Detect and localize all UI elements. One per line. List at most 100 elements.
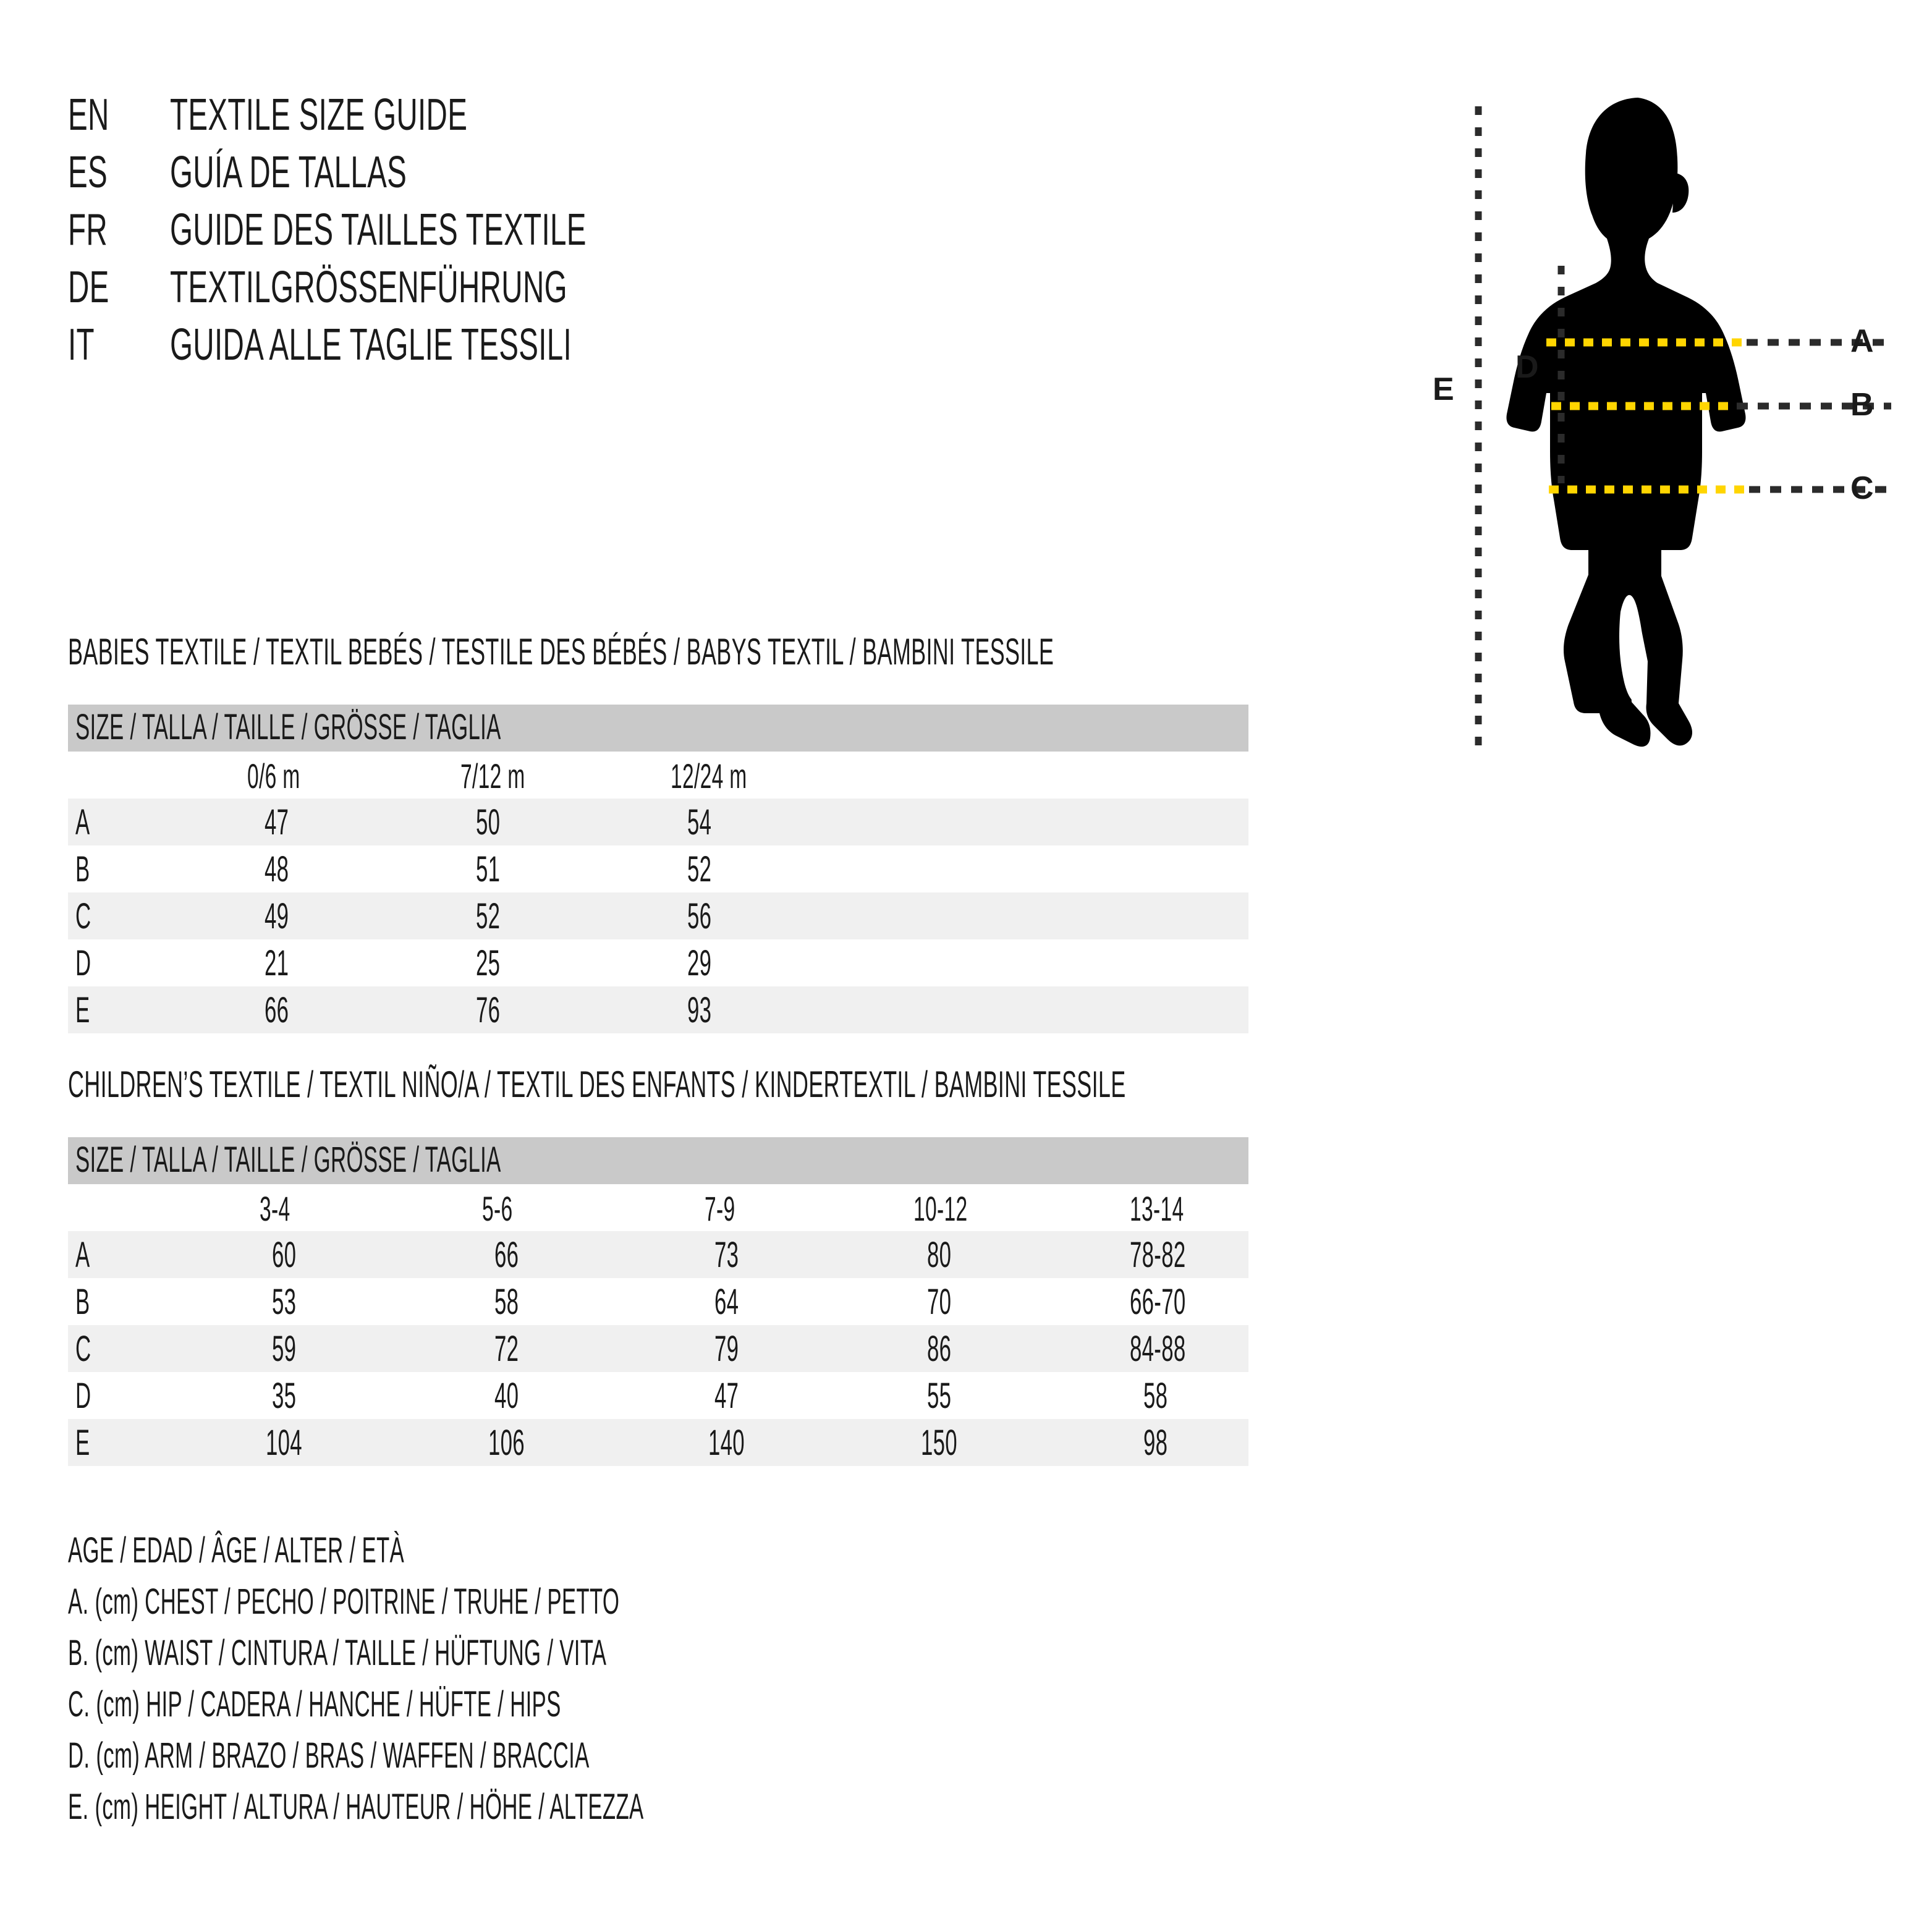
babies-table-header-label: SIZE / TALLA / TAILLE / GRÖSSE / TAGLIA — [75, 707, 501, 747]
table-row: B 48 51 52 — [68, 845, 1248, 892]
table-row: A 47 50 54 — [68, 799, 1248, 845]
row-value: 52 — [476, 896, 501, 936]
row-key: E — [75, 1423, 90, 1463]
language-title: TEXTILE SIZE GUIDE — [170, 90, 468, 140]
table-row: E 66 76 93 — [68, 986, 1248, 1033]
row-value: 70 — [927, 1282, 952, 1322]
row-value: 35 — [272, 1376, 297, 1416]
row-value: 50 — [476, 802, 501, 842]
row-value: 47 — [265, 802, 289, 842]
children-section-title: CHILDREN’S TEXTILE / TEXTIL NIÑO/A / TEX… — [68, 1064, 1126, 1105]
row-value: 66 — [494, 1235, 519, 1275]
babies-table-header-band: SIZE / TALLA / TAILLE / GRÖSSE / TAGLIA — [68, 705, 1248, 752]
language-code: DE — [68, 263, 109, 312]
row-value: 66-70 — [1130, 1282, 1186, 1322]
row-key: D — [75, 943, 91, 983]
row-value: 79 — [714, 1329, 739, 1369]
language-title: GUIDE DES TAILLES TEXTILE — [170, 205, 587, 255]
legend-item: E. (cm) HEIGHT / ALTURA / HAUTEUR / HÖHE… — [68, 1789, 1242, 1841]
row-value: 25 — [476, 943, 501, 983]
row-key: A — [75, 802, 90, 842]
dimension-label-b: B — [1850, 387, 1874, 423]
babies-column-header: 7/12 m — [460, 756, 525, 795]
legend-item: C. (cm) HIP / CADERA / HANCHE / HÜFTE / … — [68, 1687, 1242, 1738]
legend-item-text: D. (cm) ARM / BRAZO / BRAS / WAFFEN / BR… — [68, 1735, 590, 1776]
legend-heading-row: AGE / EDAD / ÂGE / ALTER / ETÀ — [68, 1533, 1242, 1584]
children-size-table: SIZE / TALLA / TAILLE / GRÖSSE / TAGLIA … — [68, 1137, 1248, 1466]
row-value: 140 — [708, 1423, 745, 1463]
babies-section-title: BABIES TEXTILE / TEXTIL BEBÉS / TESTILE … — [68, 631, 1054, 672]
row-key: E — [75, 990, 90, 1030]
table-row: D 35 40 47 55 58 — [68, 1372, 1248, 1419]
children-column-header: 10-12 — [913, 1189, 968, 1228]
row-value: 64 — [714, 1282, 739, 1322]
row-value: 56 — [687, 896, 712, 936]
language-code: EN — [68, 90, 109, 140]
row-value: 76 — [476, 990, 501, 1030]
row-value: 150 — [921, 1423, 957, 1463]
row-value: 40 — [494, 1376, 519, 1416]
children-column-header: 7-9 — [705, 1189, 735, 1228]
row-value: 86 — [927, 1329, 952, 1369]
table-row: D 21 25 29 — [68, 939, 1248, 986]
measurement-legend: AGE / EDAD / ÂGE / ALTER / ETÀ A. (cm) C… — [68, 1533, 1242, 1841]
row-value: 73 — [714, 1235, 739, 1275]
language-code: IT — [68, 320, 95, 370]
dimension-label-c: C — [1850, 470, 1874, 506]
row-value: 48 — [265, 849, 289, 889]
language-row: ES GUÍA DE TALLAS — [68, 150, 1180, 208]
children-column-header: 13-14 — [1130, 1189, 1184, 1228]
language-title: TEXTILGRÖSSENFÜHRUNG — [170, 263, 567, 312]
row-value: 72 — [494, 1329, 519, 1369]
children-column-header: 5-6 — [482, 1189, 513, 1228]
language-title-block: EN TEXTILE SIZE GUIDE ES GUÍA DE TALLAS … — [68, 93, 1180, 380]
row-key: A — [75, 1235, 90, 1275]
children-column-header: 3-4 — [260, 1189, 290, 1228]
row-value: 104 — [266, 1423, 302, 1463]
table-row: E 104 106 140 150 98 — [68, 1419, 1248, 1466]
table-row: A 60 66 73 80 78-82 — [68, 1231, 1248, 1278]
row-value: 54 — [687, 802, 712, 842]
language-title: GUÍA DE TALLAS — [170, 148, 407, 197]
row-value: 53 — [272, 1282, 297, 1322]
dimension-label-d: D — [1515, 349, 1539, 385]
legend-heading: AGE / EDAD / ÂGE / ALTER / ETÀ — [68, 1530, 405, 1570]
legend-item: A. (cm) CHEST / PECHO / POITRINE / TRUHE… — [68, 1584, 1242, 1635]
table-row: B 53 58 64 70 66-70 — [68, 1278, 1248, 1325]
legend-item: D. (cm) ARM / BRAZO / BRAS / WAFFEN / BR… — [68, 1738, 1242, 1789]
row-key: C — [75, 896, 91, 936]
row-value: 66 — [265, 990, 289, 1030]
row-key: B — [75, 849, 90, 889]
legend-item: B. (cm) WAIST / CINTURA / TAILLE / HÜFTU… — [68, 1635, 1242, 1687]
measurement-figure-diagram: A B C D E — [1403, 80, 1922, 754]
row-key: D — [75, 1376, 91, 1416]
row-value: 51 — [476, 849, 501, 889]
row-value: 49 — [265, 896, 289, 936]
children-table-header-label: SIZE / TALLA / TAILLE / GRÖSSE / TAGLIA — [75, 1140, 501, 1180]
row-value: 78-82 — [1130, 1235, 1186, 1275]
row-value: 93 — [687, 990, 712, 1030]
row-value: 58 — [494, 1282, 519, 1322]
language-row: FR GUIDE DES TAILLES TEXTILE — [68, 208, 1180, 265]
table-row: C 49 52 56 — [68, 892, 1248, 939]
language-row: DE TEXTILGRÖSSENFÜHRUNG — [68, 265, 1180, 323]
row-value: 80 — [927, 1235, 952, 1275]
legend-item-text: C. (cm) HIP / CADERA / HANCHE / HÜFTE / … — [68, 1684, 561, 1724]
language-code: ES — [68, 148, 108, 197]
row-value: 21 — [265, 943, 289, 983]
row-key: C — [75, 1329, 91, 1369]
row-value: 58 — [1143, 1376, 1168, 1416]
row-value: 52 — [687, 849, 712, 889]
children-table-header-band: SIZE / TALLA / TAILLE / GRÖSSE / TAGLIA — [68, 1137, 1248, 1184]
language-row: IT GUIDA ALLE TAGLIE TESSILI — [68, 323, 1180, 380]
row-value: 60 — [272, 1235, 297, 1275]
language-code: FR — [68, 205, 108, 255]
row-value: 84-88 — [1130, 1329, 1186, 1369]
table-row: C 59 72 79 86 84-88 — [68, 1325, 1248, 1372]
language-row: EN TEXTILE SIZE GUIDE — [68, 93, 1180, 150]
row-value: 59 — [272, 1329, 297, 1369]
children-column-header-row: 3-4 5-6 7-9 10-12 13-14 — [68, 1184, 1248, 1231]
babies-column-header: 12/24 m — [671, 756, 747, 795]
row-key: B — [75, 1282, 90, 1322]
babies-column-header-row: 0/6 m 7/12 m 12/24 m — [68, 752, 1248, 799]
